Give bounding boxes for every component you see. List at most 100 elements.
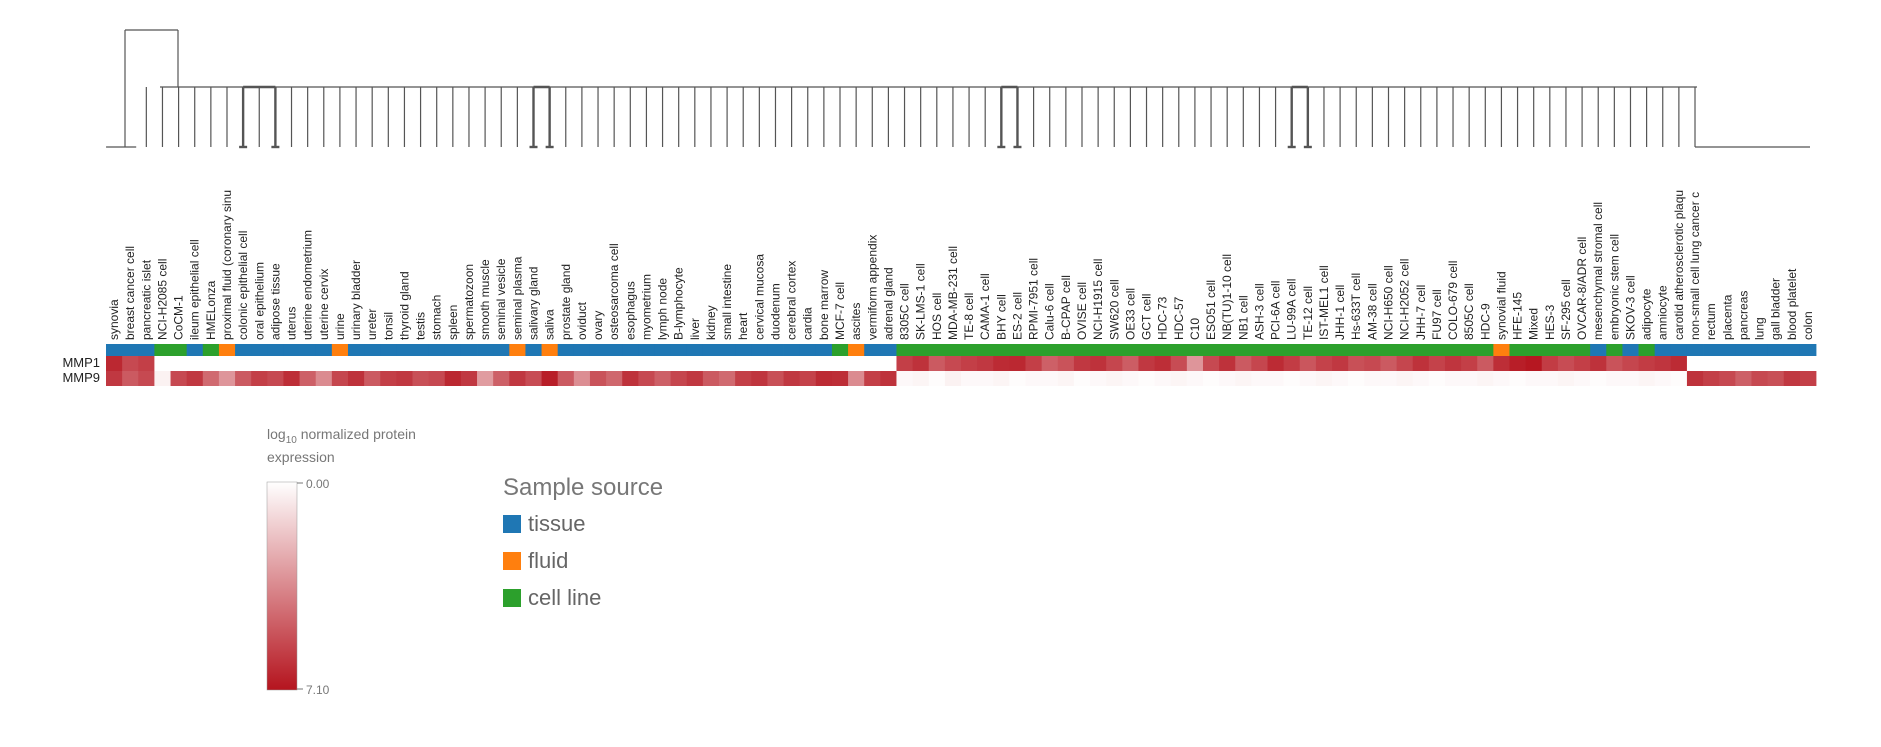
column-label: gall bladder — [1769, 278, 1783, 340]
heatmap-cell — [719, 356, 736, 371]
column-label: synovia — [107, 299, 121, 340]
heatmap-cell — [1751, 356, 1768, 371]
heatmap-cell — [751, 371, 768, 386]
column-label: CoCM-1 — [172, 295, 186, 340]
heatmap-cell — [831, 371, 849, 386]
column-label: carotid atherosclerotic plaqu — [1672, 190, 1686, 340]
heatmap-cell — [283, 356, 300, 371]
column-label: CAMA-1 cell — [978, 273, 992, 340]
sample-source-title: Sample source — [503, 474, 663, 501]
heatmap-cell — [1670, 371, 1688, 386]
heatmap-cell — [1315, 356, 1333, 371]
heatmap-cell — [880, 356, 897, 371]
column-label: ASH-3 cell — [1252, 283, 1266, 340]
heatmap-cell — [460, 356, 478, 371]
heatmap-cell — [961, 371, 978, 386]
source-cell — [541, 344, 559, 356]
heatmap-cell — [1267, 356, 1285, 371]
source-cell — [1283, 344, 1301, 356]
heatmap-cell — [428, 371, 446, 386]
source-cell — [848, 344, 865, 356]
heatmap-cell — [1186, 356, 1204, 371]
column-label: salivary gland — [527, 267, 541, 340]
source-cell — [315, 344, 333, 356]
heatmap-cell — [1767, 371, 1785, 386]
source-cell — [1348, 344, 1365, 356]
heatmap-cell — [1654, 356, 1672, 371]
column-label: ES-2 cell — [1011, 292, 1025, 340]
source-cell — [347, 344, 365, 356]
heatmap-cell — [1235, 371, 1252, 386]
column-label: heart — [736, 312, 750, 340]
heatmap-cell — [1396, 371, 1414, 386]
source-swatch — [503, 589, 521, 607]
source-cell — [831, 344, 849, 356]
source-cell — [1235, 344, 1252, 356]
column-label: NB(TU)1-10 cell — [1220, 254, 1234, 340]
heatmap-cell — [218, 356, 236, 371]
heatmap-cell — [1122, 356, 1139, 371]
heatmap-cell — [702, 356, 720, 371]
source-cell — [1461, 344, 1478, 356]
column-label: non-small cell lung cancer c — [1688, 192, 1702, 340]
heatmap-cell — [1493, 371, 1510, 386]
column-label: adipose tissue — [268, 263, 282, 340]
heatmap-cell — [654, 356, 672, 371]
source-cell — [751, 344, 768, 356]
source-cell — [1767, 344, 1785, 356]
column-label: NCI-H650 cell — [1382, 265, 1396, 340]
source-cell — [122, 344, 139, 356]
color-scale-title-line2: expression — [267, 449, 335, 465]
source-cell — [977, 344, 994, 356]
source-cell — [1025, 344, 1043, 356]
column-label: embryonic stem cell — [1607, 234, 1621, 340]
heatmap-cell — [283, 371, 300, 386]
source-cell — [493, 344, 510, 356]
source-swatch — [503, 515, 521, 533]
source-cell — [235, 344, 252, 356]
column-label: proximal fluid (coronary sinu — [220, 190, 234, 340]
heatmap-cell — [557, 356, 575, 371]
source-cell — [1751, 344, 1768, 356]
heatmap-cell — [235, 371, 252, 386]
column-label: uterus — [285, 307, 299, 340]
heatmap-cell — [1719, 371, 1736, 386]
column-label: OVCAR-8/ADR cell — [1575, 237, 1589, 340]
heatmap-cell — [396, 371, 413, 386]
column-label: SF-295 cell — [1559, 279, 1573, 340]
heatmap-cell — [218, 371, 236, 386]
column-label: adrenal gland — [881, 267, 895, 340]
source-cell — [1138, 344, 1155, 356]
heatmap-cell — [928, 371, 946, 386]
heatmap-cell — [1106, 356, 1123, 371]
column-label: AM-38 cell — [1365, 283, 1379, 340]
column-label: RPMI-7951 cell — [1027, 258, 1041, 340]
row-label: MMP1 — [62, 355, 100, 370]
column-label: COLO-679 cell — [1446, 261, 1460, 340]
column-label: OE33 cell — [1123, 288, 1137, 340]
source-cell — [654, 344, 672, 356]
heatmap-cell — [1235, 356, 1252, 371]
column-label: smooth muscle — [478, 259, 492, 340]
heatmap-cell — [1461, 371, 1478, 386]
heatmap-cell — [735, 356, 752, 371]
heatmap-cell — [1154, 356, 1172, 371]
heatmap-cell — [1670, 356, 1688, 371]
heatmap-cell — [541, 371, 559, 386]
heatmap-cell — [1735, 371, 1752, 386]
column-label: C10 — [1188, 318, 1202, 340]
heatmap-cell — [444, 371, 462, 386]
heatmap-cell — [1364, 356, 1381, 371]
heatmap-cell — [1202, 371, 1220, 386]
heatmap-cell — [1541, 371, 1559, 386]
source-cell — [170, 344, 188, 356]
source-cell — [1364, 344, 1381, 356]
source-cell — [1186, 344, 1204, 356]
dendrogram — [106, 29, 1810, 149]
source-cell — [251, 344, 268, 356]
source-cell — [928, 344, 946, 356]
heatmap-cell — [1783, 371, 1801, 386]
heatmap-cell — [993, 371, 1010, 386]
heatmap-cell — [1170, 356, 1188, 371]
